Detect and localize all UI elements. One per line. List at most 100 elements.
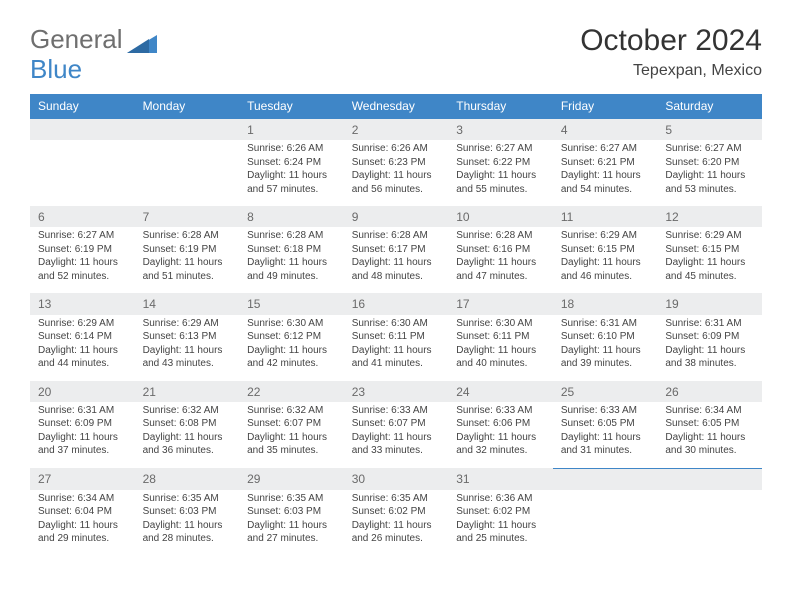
calendar-day-cell: Sunrise: 6:29 AMSunset: 6:15 PMDaylight:…	[657, 227, 762, 293]
day-number: 10	[448, 206, 553, 227]
sunset-text: Sunset: 6:14 PM	[38, 330, 127, 344]
daylight-text: Daylight: 11 hours	[38, 519, 127, 533]
calendar-day-cell: .	[135, 119, 240, 141]
calendar-day-cell: Sunrise: 6:29 AMSunset: 6:15 PMDaylight:…	[553, 227, 658, 293]
day-details: Sunrise: 6:30 AMSunset: 6:11 PMDaylight:…	[448, 315, 553, 381]
calendar-day-cell: 12	[657, 206, 762, 227]
day-number: 4	[553, 119, 658, 140]
calendar-daynum-row: 13141516171819	[30, 293, 762, 314]
day-number: 15	[239, 293, 344, 314]
daylight-text: Daylight: 11 hours	[247, 519, 336, 533]
calendar-body-row: Sunrise: 6:31 AMSunset: 6:09 PMDaylight:…	[30, 402, 762, 469]
sunset-text: Sunset: 6:15 PM	[665, 243, 754, 257]
weekday-header: Monday	[135, 94, 240, 119]
page-subtitle: Tepexpan, Mexico	[580, 62, 762, 80]
day-number: 23	[344, 381, 449, 402]
daylight-text: and 41 minutes.	[352, 357, 441, 371]
day-details: Sunrise: 6:27 AMSunset: 6:19 PMDaylight:…	[30, 227, 135, 293]
calendar-day-cell: Sunrise: 6:27 AMSunset: 6:19 PMDaylight:…	[30, 227, 135, 293]
day-number: 3	[448, 119, 553, 140]
daylight-text: and 26 minutes.	[352, 532, 441, 546]
calendar-day-cell: .	[30, 119, 135, 141]
calendar-day-cell: 3	[448, 119, 553, 141]
daylight-text: and 55 minutes.	[456, 183, 545, 197]
daylight-text: Daylight: 11 hours	[456, 519, 545, 533]
weekday-header: Friday	[553, 94, 658, 119]
day-details: Sunrise: 6:31 AMSunset: 6:10 PMDaylight:…	[553, 315, 658, 381]
sunrise-text: Sunrise: 6:32 AM	[143, 404, 232, 418]
day-details: Sunrise: 6:30 AMSunset: 6:11 PMDaylight:…	[344, 315, 449, 381]
sunrise-text: Sunrise: 6:29 AM	[143, 317, 232, 331]
day-details: Sunrise: 6:28 AMSunset: 6:19 PMDaylight:…	[135, 227, 240, 293]
daylight-text: Daylight: 11 hours	[561, 431, 650, 445]
day-details: Sunrise: 6:33 AMSunset: 6:05 PMDaylight:…	[553, 402, 658, 468]
header: General October 2024 Tepexpan, Mexico	[30, 24, 762, 80]
sunset-text: Sunset: 6:19 PM	[143, 243, 232, 257]
day-number: 24	[448, 381, 553, 402]
calendar-day-cell: 7	[135, 206, 240, 227]
daylight-text: Daylight: 11 hours	[352, 431, 441, 445]
calendar-day-cell: 8	[239, 206, 344, 227]
sunrise-text: Sunrise: 6:34 AM	[38, 492, 127, 506]
sunset-text: Sunset: 6:24 PM	[247, 156, 336, 170]
daylight-text: and 53 minutes.	[665, 183, 754, 197]
calendar-day-cell: Sunrise: 6:30 AMSunset: 6:12 PMDaylight:…	[239, 315, 344, 381]
sunrise-text: Sunrise: 6:27 AM	[665, 142, 754, 156]
logo-text-blue: Blue	[30, 54, 82, 85]
weekday-header: Tuesday	[239, 94, 344, 119]
day-details: Sunrise: 6:33 AMSunset: 6:06 PMDaylight:…	[448, 402, 553, 468]
daylight-text: Daylight: 11 hours	[561, 169, 650, 183]
calendar-day-cell: Sunrise: 6:31 AMSunset: 6:09 PMDaylight:…	[30, 402, 135, 469]
day-details: Sunrise: 6:30 AMSunset: 6:12 PMDaylight:…	[239, 315, 344, 381]
daylight-text: Daylight: 11 hours	[143, 344, 232, 358]
sunset-text: Sunset: 6:02 PM	[352, 505, 441, 519]
calendar-day-cell: 9	[344, 206, 449, 227]
day-details: Sunrise: 6:27 AMSunset: 6:20 PMDaylight:…	[657, 140, 762, 206]
calendar-day-cell: Sunrise: 6:36 AMSunset: 6:02 PMDaylight:…	[448, 490, 553, 556]
sunset-text: Sunset: 6:16 PM	[456, 243, 545, 257]
sunset-text: Sunset: 6:11 PM	[456, 330, 545, 344]
daylight-text: and 43 minutes.	[143, 357, 232, 371]
sunrise-text: Sunrise: 6:30 AM	[352, 317, 441, 331]
day-number: 1	[239, 119, 344, 140]
daylight-text: and 54 minutes.	[561, 183, 650, 197]
day-number: 25	[553, 381, 658, 402]
daylight-text: and 46 minutes.	[561, 270, 650, 284]
calendar-day-cell: Sunrise: 6:35 AMSunset: 6:03 PMDaylight:…	[135, 490, 240, 556]
sunrise-text: Sunrise: 6:28 AM	[143, 229, 232, 243]
calendar-day-cell: Sunrise: 6:27 AMSunset: 6:20 PMDaylight:…	[657, 140, 762, 206]
sunrise-text: Sunrise: 6:34 AM	[665, 404, 754, 418]
calendar-day-cell: 10	[448, 206, 553, 227]
sunrise-text: Sunrise: 6:33 AM	[561, 404, 650, 418]
day-details: Sunrise: 6:35 AMSunset: 6:03 PMDaylight:…	[239, 490, 344, 556]
daylight-text: and 33 minutes.	[352, 444, 441, 458]
day-number: 9	[344, 206, 449, 227]
sunset-text: Sunset: 6:07 PM	[352, 417, 441, 431]
day-number: 12	[657, 206, 762, 227]
daylight-text: and 42 minutes.	[247, 357, 336, 371]
calendar-day-cell: Sunrise: 6:30 AMSunset: 6:11 PMDaylight:…	[448, 315, 553, 381]
daylight-text: and 32 minutes.	[456, 444, 545, 458]
daylight-text: Daylight: 11 hours	[456, 169, 545, 183]
weekday-header: Saturday	[657, 94, 762, 119]
day-details: Sunrise: 6:29 AMSunset: 6:15 PMDaylight:…	[657, 227, 762, 293]
daylight-text: Daylight: 11 hours	[352, 256, 441, 270]
calendar-daynum-row: 20212223242526	[30, 381, 762, 402]
calendar-day-cell: 19	[657, 293, 762, 314]
day-number: 16	[344, 293, 449, 314]
calendar-day-cell: Sunrise: 6:28 AMSunset: 6:18 PMDaylight:…	[239, 227, 344, 293]
daylight-text: and 36 minutes.	[143, 444, 232, 458]
daylight-text: Daylight: 11 hours	[561, 344, 650, 358]
calendar-day-cell: 5	[657, 119, 762, 141]
daylight-text: Daylight: 11 hours	[143, 256, 232, 270]
calendar-day-cell: Sunrise: 6:27 AMSunset: 6:22 PMDaylight:…	[448, 140, 553, 206]
day-number: 17	[448, 293, 553, 314]
calendar-daynum-row: 2728293031..	[30, 468, 762, 490]
calendar-day-cell: Sunrise: 6:32 AMSunset: 6:08 PMDaylight:…	[135, 402, 240, 469]
sunset-text: Sunset: 6:05 PM	[561, 417, 650, 431]
calendar-day-cell: 16	[344, 293, 449, 314]
daylight-text: and 51 minutes.	[143, 270, 232, 284]
daylight-text: Daylight: 11 hours	[247, 431, 336, 445]
logo-text-general: General	[30, 24, 123, 55]
daylight-text: and 37 minutes.	[38, 444, 127, 458]
